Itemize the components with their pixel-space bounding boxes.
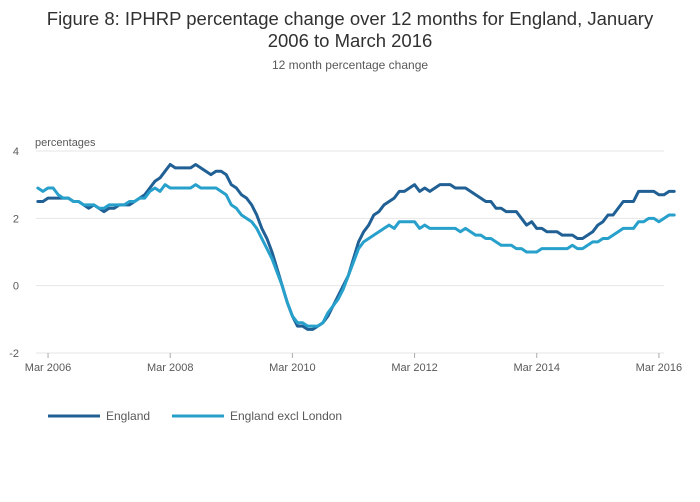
legend-label: England [106, 409, 150, 423]
chart-title-line2: 2006 to March 2016 [267, 30, 433, 51]
y-tick: -2 [9, 348, 19, 360]
x-tick-label: Mar 2016 [636, 362, 682, 374]
x-tick: Mar 2008 [147, 353, 193, 374]
y-tick-label: 0 [13, 281, 19, 293]
series-line-england [36, 162, 676, 331]
x-tick-label: Mar 2012 [391, 362, 437, 374]
y-tick: 2 [13, 213, 19, 225]
x-axis-ticks: Mar 2006 Mar 2008 Mar 2010 Mar 2012 Mar 2014… [25, 353, 682, 374]
y-tick-label: 4 [13, 146, 19, 158]
legend: England England excl London [48, 409, 342, 423]
series-line-england-excl-london [36, 183, 676, 328]
legend-item: England excl London [172, 409, 342, 423]
legend-item: England [48, 409, 150, 423]
x-tick-label: Mar 2006 [25, 362, 71, 374]
legend-label: England excl London [230, 409, 342, 423]
x-tick: Mar 2012 [391, 353, 438, 374]
x-tick: Mar 2014 [514, 353, 560, 374]
y-tick-label: 2 [13, 213, 19, 225]
y-axis-ticks: 4 2 0 -2 [9, 146, 19, 360]
series-lines [36, 162, 676, 331]
x-tick: Mar 2010 [269, 353, 316, 374]
x-tick: Mar 2016 [636, 353, 682, 374]
chart-title-line1: Figure 8: IPHRP percentage change over 1… [46, 8, 654, 29]
x-tick-label: Mar 2008 [147, 362, 193, 374]
x-tick-label: Mar 2010 [269, 362, 315, 374]
y-tick-label: -2 [9, 348, 19, 360]
y-tick: 4 [13, 146, 19, 158]
x-tick-label: Mar 2014 [514, 362, 560, 374]
gridlines [36, 150, 664, 354]
x-tick: Mar 2006 [25, 353, 71, 374]
y-tick: 0 [13, 281, 19, 293]
y-axis-label: percentages [35, 137, 96, 149]
chart-subtitle: 12 month percentage change [271, 58, 429, 72]
chart-title: Figure 8: IPHRP percentage change over 1… [0, 8, 700, 52]
